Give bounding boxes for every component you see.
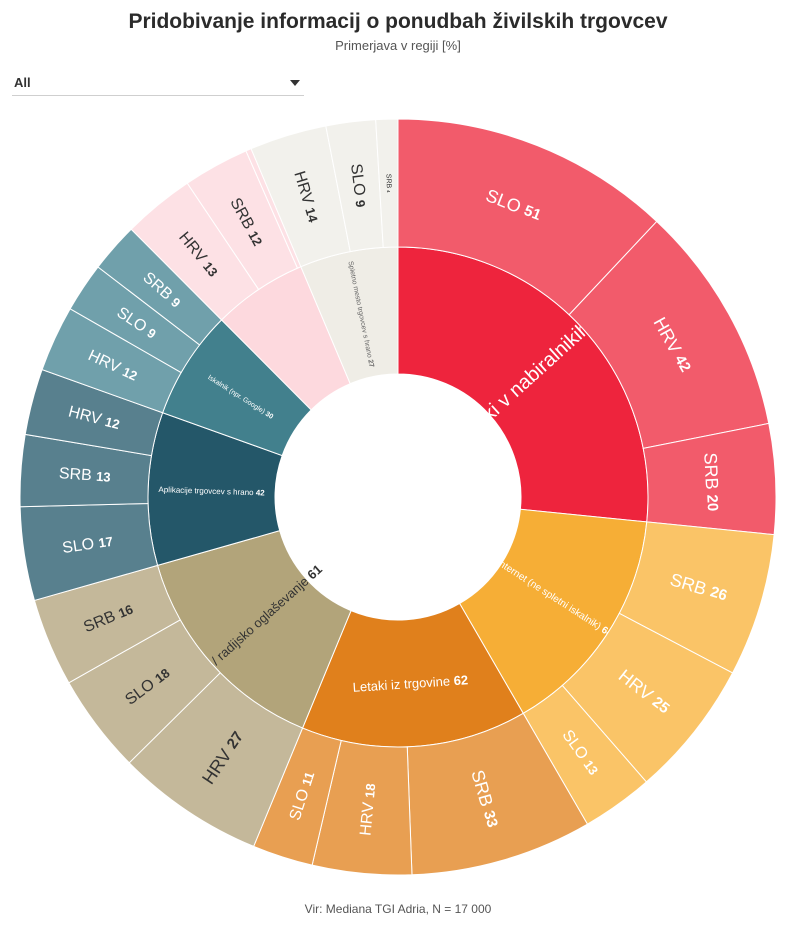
- region-label-letaki-v-nabiralnikih-srb: SRB 20: [700, 452, 723, 512]
- chart-title: Pridobivanje informacij o ponudbah živil…: [128, 10, 668, 33]
- region-label-aplikacije-trgovcev-s-hrano-slo: SLO 17: [61, 532, 114, 556]
- region-label-spletno-mesto-trgovcev-s-hrano-slo: SLO 9: [347, 163, 369, 208]
- region-label-letaki-iz-trgovine-hrv: HRV 18: [357, 783, 379, 837]
- chevron-down-icon[interactable]: [290, 80, 300, 86]
- chart-subtitle: Primerjava v regiji [%]: [335, 38, 461, 53]
- category-label-aplikacije-trgovcev-s-hrano: Aplikacije trgovcev s hrano 42: [158, 485, 265, 498]
- region-segment-spletno-mesto-trgovcev-s-hrano-srb[interactable]: [375, 118, 399, 248]
- filter-selected-value: All: [14, 75, 31, 90]
- region-filter-select[interactable]: All: [12, 70, 304, 96]
- source-note: Vir: Mediana TGI Adria, N = 17 000: [304, 902, 492, 916]
- region-label-spletno-mesto-trgovcev-s-hrano-srb: SRB 4: [385, 174, 393, 194]
- category-label-letaki-iz-trgovine: Letaki iz trgovine 62: [352, 672, 468, 695]
- region-label-aplikacije-trgovcev-s-hrano-srb: SRB 13: [58, 465, 111, 486]
